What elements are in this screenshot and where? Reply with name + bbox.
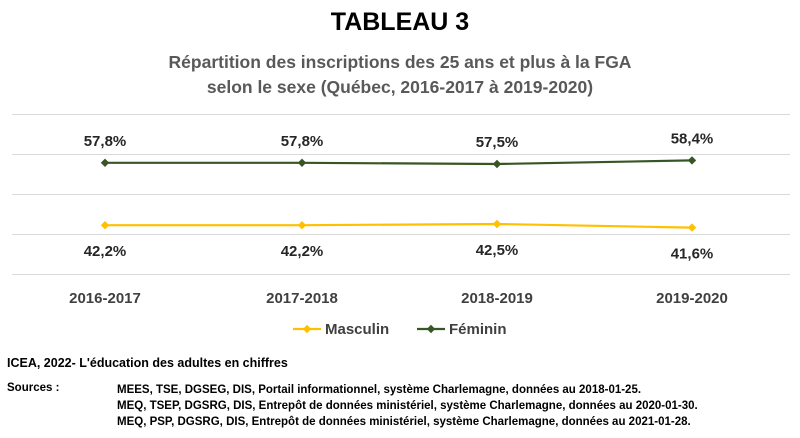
x-axis-ticks: 2016-2017 2017-2018 2018-2019 2019-2020	[69, 290, 728, 307]
x-tick-label: 2018-2019	[461, 290, 533, 307]
data-label: 57,8%	[281, 133, 324, 150]
legend-marker	[426, 324, 436, 334]
legend: Masculin Féminin	[293, 321, 507, 338]
data-label: 42,2%	[84, 243, 127, 260]
data-point	[492, 219, 502, 229]
legend-label: Féminin	[449, 321, 507, 338]
data-point	[297, 158, 307, 167]
data-point	[297, 221, 307, 230]
line-chart: 42,2% 42,2% 42,5% 41,6% 57,8% 57,8% 57,5% 58,4%…	[12, 114, 790, 338]
x-tick-label: 2019-2020	[656, 290, 728, 307]
gridlines	[12, 114, 790, 275]
data-label: 58,4%	[671, 130, 714, 147]
source-line: MEQ, TSEP, DGSRG, DIS, Entrepôt de donné…	[117, 400, 698, 412]
series-line-masculin	[105, 222, 693, 229]
chart-title: TABLEAU 3	[330, 8, 470, 36]
chart-subtitle: Répartition des inscriptions des 25 ans …	[0, 50, 800, 100]
data-label: 41,6%	[671, 246, 714, 263]
x-tick-label: 2017-2018	[266, 290, 338, 307]
data-point	[687, 223, 697, 232]
data-point	[687, 156, 697, 165]
data-label: 57,8%	[84, 133, 127, 150]
series-layer	[100, 156, 697, 232]
subtitle-line-2: selon le sexe (Québec, 2016-2017 à 2019-…	[206, 77, 594, 97]
sources-list: MEES, TSE, DGSEG, DIS, Portail informati…	[117, 382, 698, 430]
data-label: 42,5%	[476, 242, 519, 259]
data-point	[100, 221, 110, 230]
legend-label: Masculin	[325, 321, 389, 338]
x-tick-label: 2016-2017	[69, 290, 141, 307]
data-point	[492, 159, 502, 169]
series-line-féminin	[105, 159, 693, 166]
data-labels: 42,2% 42,2% 42,5% 41,6% 57,8% 57,8% 57,5% 58,4%	[84, 130, 714, 262]
legend-item: Féminin	[417, 321, 507, 338]
legend-marker	[302, 324, 312, 334]
subtitle-line-1: Répartition des inscriptions des 25 ans …	[168, 52, 632, 72]
data-point	[100, 158, 110, 167]
source-citation: ICEA, 2022- L'éducation des adultes en c…	[7, 356, 288, 370]
source-line: MEES, TSE, DGSEG, DIS, Portail informati…	[117, 384, 642, 396]
data-label: 57,5%	[476, 134, 519, 151]
data-label: 42,2%	[281, 243, 324, 260]
sources-label: Sources :	[7, 382, 60, 394]
legend-item: Masculin	[293, 321, 389, 338]
source-line: MEQ, PSP, DGSRG, DIS, Entrepôt de donnée…	[117, 416, 691, 428]
